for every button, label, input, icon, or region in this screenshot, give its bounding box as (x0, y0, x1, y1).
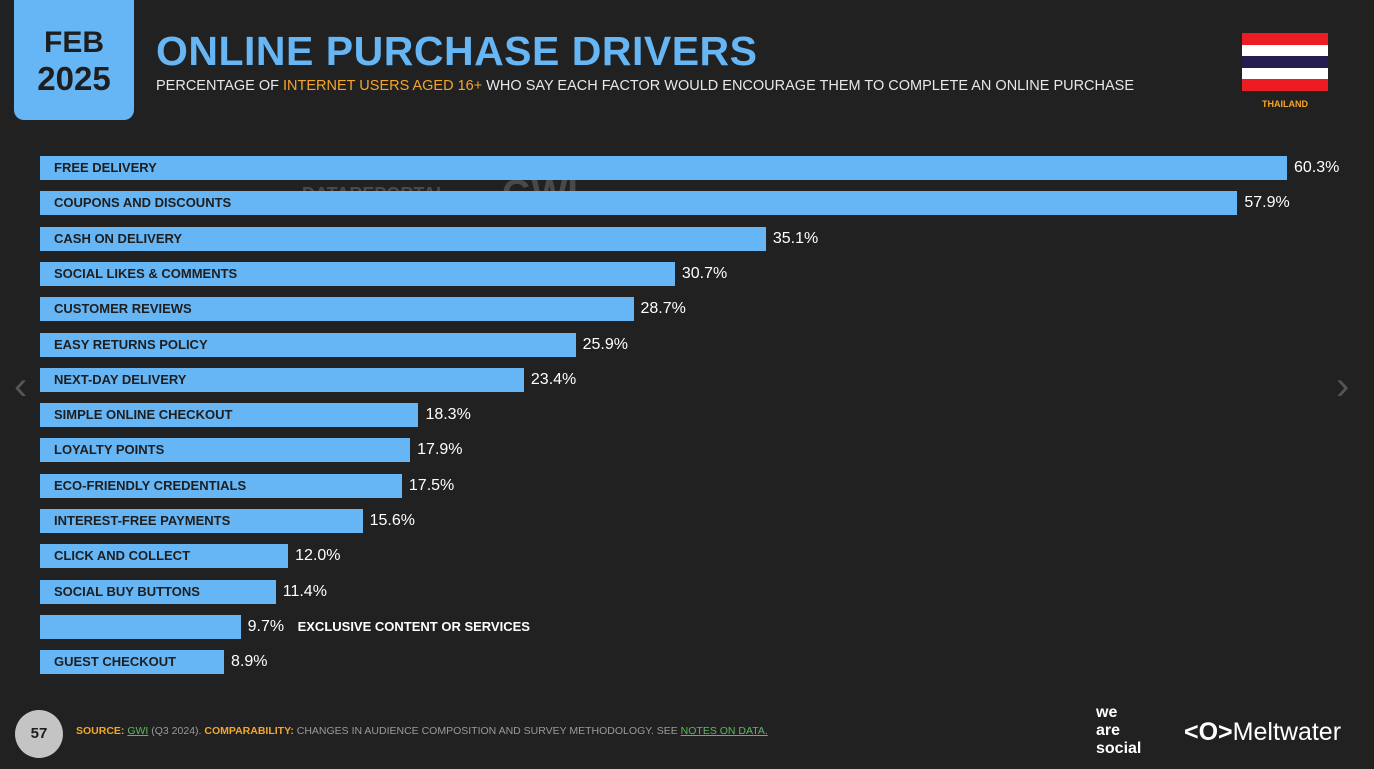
category-label: FREE DELIVERY (54, 160, 157, 175)
value-label: 30.7% (681, 264, 728, 282)
value-label: 15.6% (369, 512, 415, 529)
value-label: 57.9% (1244, 194, 1290, 212)
value-label: 25.9% (582, 335, 628, 353)
date-year: 2025 (37, 60, 111, 97)
bar (40, 579, 276, 604)
bar (40, 544, 289, 569)
category-label: NEXT-DAY DELIVERY (54, 371, 187, 387)
prev-arrow-icon[interactable]: ‹ (14, 364, 28, 408)
bar (40, 473, 402, 498)
value-label: 17.9% (417, 441, 463, 459)
we-are-social-logo: we are social (1096, 704, 1141, 758)
category-label: COUPONS AND DISCOUNTS (54, 195, 232, 211)
bar (40, 226, 766, 251)
category-label: CLICK AND COLLECT (54, 548, 191, 564)
subtitle-text: WHO SAY EACH FACTOR WOULD ENCOURAGE THEM… (482, 78, 1135, 94)
date-badge: FEB 2025 (14, 0, 134, 120)
category-label: CUSTOMER REVIEWS (54, 301, 192, 317)
source-link[interactable]: GWI (127, 725, 149, 737)
subtitle-highlight: INTERNET USERS AGED 16+ (283, 78, 483, 94)
value-label: 35.1% (772, 229, 819, 247)
value-label: 11.4% (282, 582, 327, 600)
source-detail: (Q3 2024). (148, 725, 205, 737)
category-label: ECO-FRIENDLY CREDENTIALS (54, 477, 247, 493)
bar (40, 403, 419, 428)
category-label: EASY RETURNS POLICY (54, 336, 208, 352)
source-label: SOURCE: (76, 725, 125, 737)
meltwater-eye-icon: <O> (1184, 718, 1233, 746)
value-label: 60.3% (1294, 159, 1340, 176)
bar (40, 332, 576, 357)
category-label: INTEREST-FREE PAYMENTS (54, 513, 231, 528)
logo-word: are (1096, 722, 1121, 739)
notes-on-data-link[interactable]: NOTES ON DATA. (680, 725, 768, 737)
bar (40, 261, 675, 286)
bar (40, 650, 225, 675)
meltwater-logo: <O>Meltwater (1184, 718, 1341, 746)
comparability-label: COMPARABILITY: (204, 725, 294, 737)
bar (40, 509, 363, 533)
value-label: 23.4% (530, 370, 577, 388)
page-subtitle: PERCENTAGE OF INTERNET USERS AGED 16+ WH… (156, 78, 1134, 94)
value-label: 28.7% (640, 300, 686, 318)
bar (40, 438, 411, 463)
page-number: 57 (15, 710, 63, 758)
next-arrow-icon[interactable]: › (1336, 364, 1350, 408)
comparability-text: CHANGES IN AUDIENCE COMPOSITION AND SURV… (293, 725, 681, 737)
value-label: 12.0% (295, 547, 341, 565)
bar (40, 156, 1287, 180)
category-label: SIMPLE ONLINE CHECKOUT (54, 407, 233, 423)
logo-word: we (1096, 704, 1118, 721)
country-label: THAILAND (1262, 99, 1308, 109)
value-label: 18.3% (425, 406, 471, 424)
category-label: LOYALTY POINTS (54, 442, 165, 458)
bar (40, 297, 634, 322)
footer-source: SOURCE: GWI (Q3 2024). COMPARABILITY: CH… (76, 725, 768, 738)
category-label: CASH ON DELIVERY (54, 230, 183, 246)
date-month: FEB (44, 26, 104, 59)
subtitle-text: PERCENTAGE OF (156, 78, 284, 94)
category-label: EXCLUSIVE CONTENT OR SERVICES (297, 618, 530, 634)
category-label: SOCIAL LIKES & COMMENTS (54, 265, 238, 281)
bar (40, 614, 241, 639)
meltwater-wordmark: Meltwater (1232, 718, 1342, 746)
thailand-flag-icon (1242, 33, 1328, 91)
bar (40, 191, 1238, 216)
value-label: 8.9% (231, 653, 268, 671)
logo-word: social (1096, 740, 1142, 757)
value-label: 17.5% (408, 476, 455, 494)
category-label: GUEST CHECKOUT (54, 654, 177, 670)
value-label: 9.7% (247, 617, 285, 635)
page-title: ONLINE PURCHASE DRIVERS (156, 28, 758, 74)
category-label: SOCIAL BUY BUTTONS (54, 583, 200, 599)
bar (40, 367, 524, 392)
